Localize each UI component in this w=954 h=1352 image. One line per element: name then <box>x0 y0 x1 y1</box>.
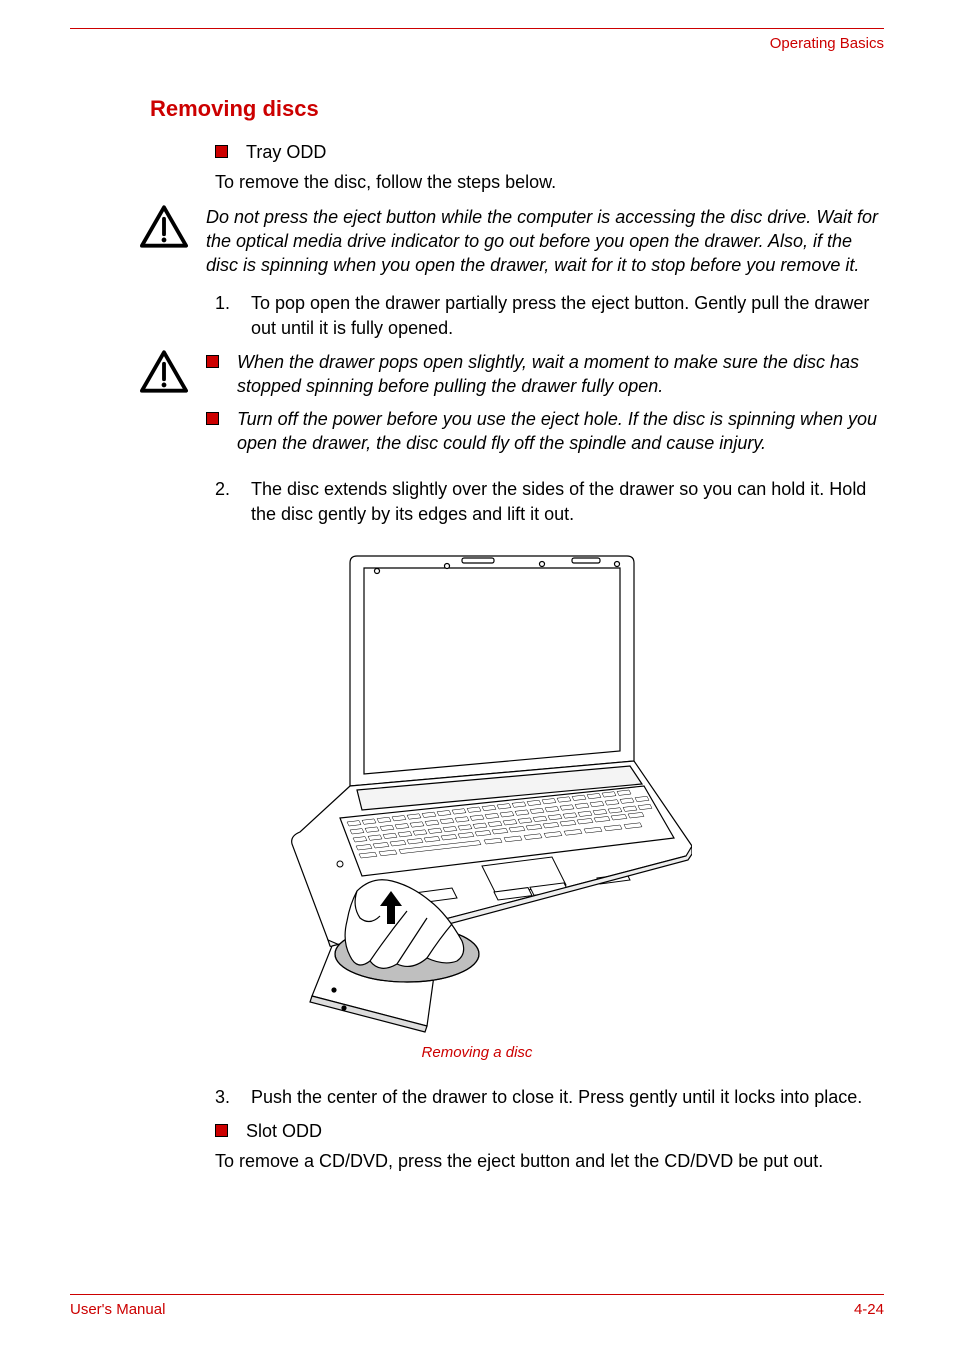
step-1: 1. To pop open the drawer partially pres… <box>215 291 884 340</box>
warning2b: Turn off the power before you use the ej… <box>206 407 884 456</box>
square-bullet-icon <box>206 412 219 425</box>
figure-caption: Removing a disc <box>70 1044 884 1061</box>
step-3-number: 3. <box>215 1085 237 1109</box>
step-3-text: Push the center of the drawer to close i… <box>251 1085 862 1109</box>
warning1-text: Do not press the eject button while the … <box>206 205 884 278</box>
square-bullet-icon <box>206 355 219 368</box>
page-header-section: Operating Basics <box>70 35 884 52</box>
bullet-slot-odd: Slot ODD <box>215 1119 884 1143</box>
intro-text: To remove the disc, follow the steps bel… <box>215 170 884 194</box>
warning-block-2: When the drawer pops open slightly, wait… <box>70 350 884 463</box>
step-1-number: 1. <box>215 291 237 340</box>
bullet-tray-odd: Tray ODD <box>215 140 884 164</box>
caution-icon <box>140 350 188 399</box>
square-bullet-icon <box>215 145 228 158</box>
step-3: 3. Push the center of the drawer to clos… <box>215 1085 884 1109</box>
step-2-text: The disc extends slightly over the sides… <box>251 477 884 526</box>
figure-removing-disc <box>70 546 884 1036</box>
warning2b-text: Turn off the power before you use the ej… <box>237 407 884 456</box>
footer-left: User's Manual <box>70 1301 165 1318</box>
bullet-slot-label: Slot ODD <box>246 1119 322 1143</box>
header-rule <box>70 28 884 29</box>
caution-icon <box>140 205 188 254</box>
warning2a-text: When the drawer pops open slightly, wait… <box>237 350 884 399</box>
footer-right: 4-24 <box>854 1301 884 1318</box>
step-2-number: 2. <box>215 477 237 526</box>
step-2: 2. The disc extends slightly over the si… <box>215 477 884 526</box>
warning2a: When the drawer pops open slightly, wait… <box>206 350 884 399</box>
page-footer: User's Manual 4-24 <box>70 1294 884 1318</box>
warning-block-1: Do not press the eject button while the … <box>70 205 884 278</box>
slot-text: To remove a CD/DVD, press the eject butt… <box>215 1149 884 1173</box>
step-1-text: To pop open the drawer partially press t… <box>251 291 884 340</box>
square-bullet-icon <box>215 1124 228 1137</box>
bullet-tray-label: Tray ODD <box>246 140 326 164</box>
section-title: Removing discs <box>150 96 884 122</box>
